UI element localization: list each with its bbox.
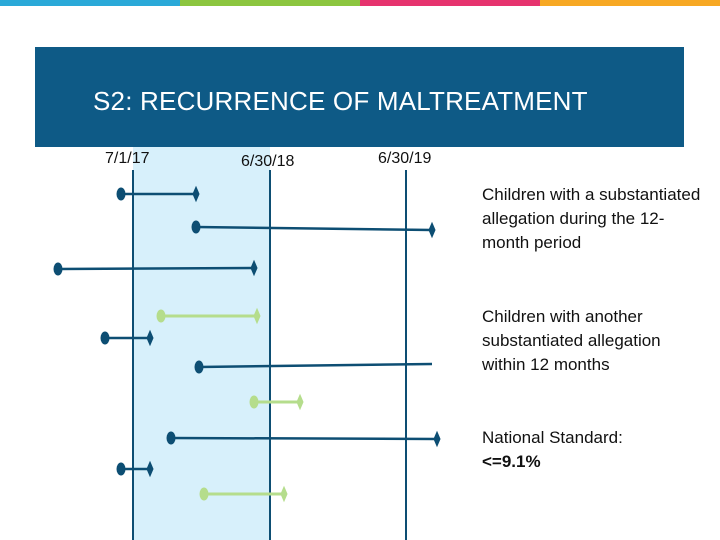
timeline-bar <box>166 430 441 448</box>
stripe-green <box>180 0 360 6</box>
timeline-bar-light <box>249 393 304 411</box>
date-label-start: 7/1/17 <box>105 150 150 167</box>
top-color-stripe <box>0 0 720 6</box>
dot-marker <box>116 462 126 476</box>
legend-substantiated: Children with a substantiated allegation… <box>482 185 701 252</box>
national-standard: National Standard: <=9.1% <box>482 426 707 474</box>
timeline-bar-light <box>199 485 288 503</box>
period-band <box>133 147 270 540</box>
timeline-bar <box>116 460 154 478</box>
dot-marker <box>53 262 63 276</box>
timeline-bar <box>194 360 433 374</box>
diamond-marker <box>253 307 261 325</box>
stripe-orange <box>540 0 720 6</box>
timeline-bar <box>100 329 154 347</box>
slide-title: S2: RECURRENCE OF MALTREATMENT <box>93 86 588 116</box>
diamond-marker <box>250 259 258 277</box>
dot-marker <box>116 187 126 201</box>
diamond-marker <box>146 329 154 347</box>
timeline-bar <box>53 259 258 277</box>
dot-marker <box>194 360 204 374</box>
diamond-marker <box>280 485 288 503</box>
timeline-bar <box>116 185 200 203</box>
dot-marker <box>166 431 176 445</box>
timeline-bar <box>191 220 436 239</box>
stripe-blue <box>0 0 180 6</box>
dot-marker <box>199 487 209 501</box>
diamond-marker <box>433 430 441 448</box>
diamond-marker <box>428 221 436 239</box>
dot-marker <box>191 220 201 234</box>
dot-marker <box>249 395 259 409</box>
diamond-marker <box>296 393 304 411</box>
date-label-end: 6/30/19 <box>378 150 432 167</box>
stripe-pink <box>360 0 540 6</box>
title-banner: S2: RECURRENCE OF MALTREATMENT <box>35 47 684 147</box>
date-label-mid: 6/30/18 <box>241 153 295 170</box>
dot-marker <box>156 309 166 323</box>
diamond-marker <box>146 460 154 478</box>
dot-marker <box>100 331 110 345</box>
legend-recurrence: Children with another substantiated alle… <box>482 307 661 374</box>
diamond-marker <box>192 185 200 203</box>
national-standard-value: <=9.1% <box>482 452 541 471</box>
timeline-bar-light <box>156 307 261 325</box>
national-standard-label: National Standard: <box>482 428 623 447</box>
